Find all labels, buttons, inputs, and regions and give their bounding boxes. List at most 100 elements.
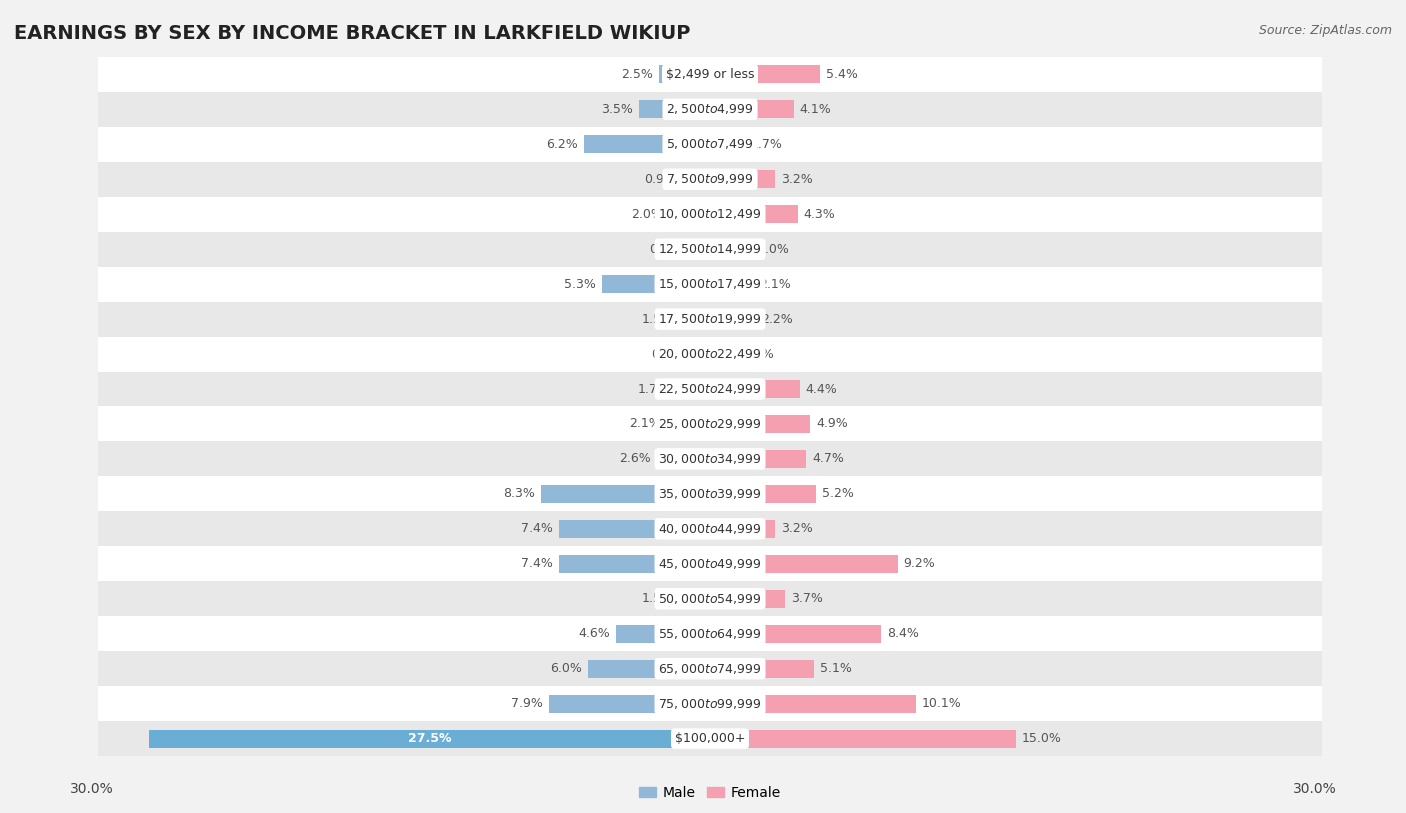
Text: 27.5%: 27.5% [408,733,451,745]
Bar [710,345,737,363]
Bar [710,554,897,573]
Text: 0.72%: 0.72% [650,243,689,255]
Bar [659,65,710,84]
Bar [98,546,1322,581]
Text: 3.2%: 3.2% [782,173,813,185]
Text: $25,000 to $29,999: $25,000 to $29,999 [658,417,762,431]
Text: 5.1%: 5.1% [820,663,852,675]
Bar [710,275,752,293]
Text: $40,000 to $44,999: $40,000 to $44,999 [658,522,762,536]
Bar [98,651,1322,686]
Text: $55,000 to $64,999: $55,000 to $64,999 [658,627,762,641]
Text: $100,000+: $100,000+ [675,733,745,745]
Text: 4.3%: 4.3% [804,208,835,220]
Text: 4.7%: 4.7% [813,453,844,465]
Text: $7,500 to $9,999: $7,500 to $9,999 [666,172,754,186]
Text: 1.5%: 1.5% [641,593,673,605]
Bar [710,380,800,398]
Text: 5.3%: 5.3% [564,278,596,290]
Text: 4.6%: 4.6% [578,628,610,640]
Text: 1.7%: 1.7% [637,383,669,395]
Bar [149,729,710,748]
Bar [98,721,1322,756]
Text: 30.0%: 30.0% [1292,781,1337,796]
Text: 2.0%: 2.0% [631,208,664,220]
Text: 1.5%: 1.5% [641,313,673,325]
Bar [98,616,1322,651]
Bar [541,485,710,503]
Bar [616,624,710,643]
Bar [710,589,786,608]
Text: $2,499 or less: $2,499 or less [666,68,754,80]
Text: $2,500 to $4,999: $2,500 to $4,999 [666,102,754,116]
Text: 4.9%: 4.9% [815,418,848,430]
Bar [668,415,710,433]
Bar [690,170,710,189]
Text: $15,000 to $17,499: $15,000 to $17,499 [658,277,762,291]
Bar [98,232,1322,267]
Text: $65,000 to $74,999: $65,000 to $74,999 [658,662,762,676]
Bar [710,450,806,468]
Bar [710,310,755,328]
Text: 8.4%: 8.4% [887,628,920,640]
Text: $12,500 to $14,999: $12,500 to $14,999 [658,242,762,256]
Text: 5.2%: 5.2% [823,488,853,500]
Bar [548,694,710,713]
Text: $5,000 to $7,499: $5,000 to $7,499 [666,137,754,151]
Bar [710,485,815,503]
Bar [675,380,710,398]
Text: 30.0%: 30.0% [69,781,114,796]
Bar [697,345,710,363]
Bar [638,100,710,119]
Bar [710,624,882,643]
Bar [669,205,710,224]
Text: 2.2%: 2.2% [761,313,793,325]
Bar [710,135,745,154]
Bar [98,92,1322,127]
Text: 1.7%: 1.7% [751,138,783,150]
Bar [710,729,1015,748]
Bar [98,441,1322,476]
Bar [602,275,710,293]
Bar [560,520,710,538]
Bar [98,686,1322,721]
Text: 2.0%: 2.0% [756,243,789,255]
Bar [710,240,751,259]
Text: Source: ZipAtlas.com: Source: ZipAtlas.com [1258,24,1392,37]
Text: $35,000 to $39,999: $35,000 to $39,999 [658,487,762,501]
Text: 3.5%: 3.5% [600,103,633,115]
Bar [98,197,1322,232]
Text: 0.97%: 0.97% [644,173,685,185]
Text: 3.7%: 3.7% [792,593,824,605]
Legend: Male, Female: Male, Female [634,780,786,805]
Bar [98,57,1322,92]
Bar [657,450,710,468]
Text: 0.62%: 0.62% [651,348,692,360]
Bar [98,406,1322,441]
Bar [98,372,1322,406]
Text: 8.3%: 8.3% [503,488,534,500]
Bar [98,127,1322,162]
Text: 2.6%: 2.6% [619,453,651,465]
Bar [710,170,775,189]
Text: 10.1%: 10.1% [922,698,962,710]
Bar [696,240,710,259]
Bar [588,659,710,678]
Bar [98,476,1322,511]
Bar [98,511,1322,546]
Text: 9.2%: 9.2% [904,558,935,570]
Bar [560,554,710,573]
Bar [583,135,710,154]
Text: EARNINGS BY SEX BY INCOME BRACKET IN LARKFIELD WIKIUP: EARNINGS BY SEX BY INCOME BRACKET IN LAR… [14,24,690,43]
Text: 7.4%: 7.4% [522,523,553,535]
Text: 7.4%: 7.4% [522,558,553,570]
Text: $17,500 to $19,999: $17,500 to $19,999 [658,312,762,326]
Text: 5.4%: 5.4% [827,68,858,80]
Bar [98,581,1322,616]
Text: $30,000 to $34,999: $30,000 to $34,999 [658,452,762,466]
Bar [710,659,814,678]
Bar [98,162,1322,197]
Text: 6.0%: 6.0% [550,663,582,675]
Text: 2.1%: 2.1% [759,278,790,290]
Bar [710,415,810,433]
